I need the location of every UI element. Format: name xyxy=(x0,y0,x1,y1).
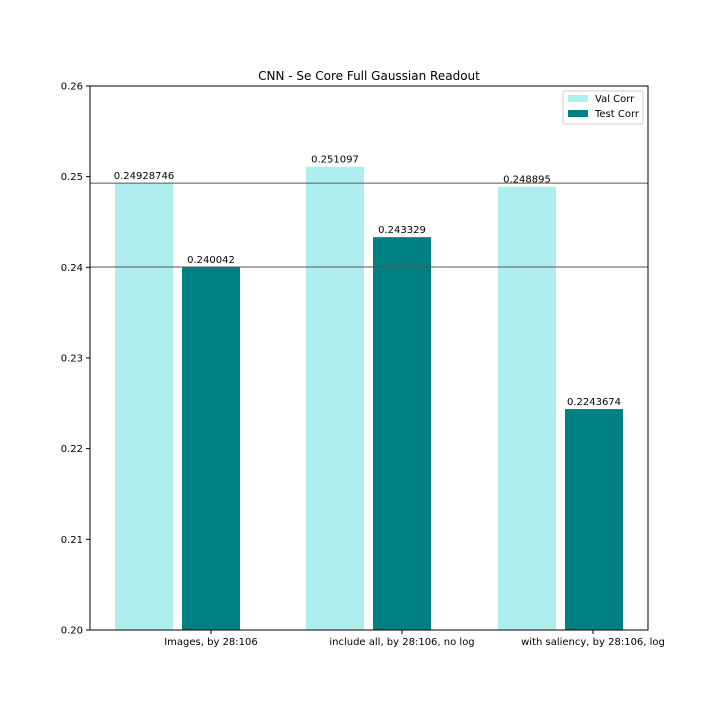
bar-value-label-test-0: 0.240042 xyxy=(187,255,235,266)
bar-value-label-test-2: 0.2243674 xyxy=(567,397,621,408)
reference-lines-group xyxy=(90,182,648,268)
bars-group xyxy=(115,166,623,631)
bar-val-0 xyxy=(115,183,173,631)
y-tick-label-1: 0.21 xyxy=(61,535,83,546)
y-tick-label-6: 0.26 xyxy=(61,82,83,93)
bar-test-1 xyxy=(373,237,431,631)
bar-test-0 xyxy=(182,266,240,630)
y-tick-label-0: 0.20 xyxy=(61,626,83,637)
x-tick-label-0: Images, by 28:106 xyxy=(164,637,258,648)
chart-title: CNN - Se Core Full Gaussian Readout xyxy=(258,69,480,83)
legend-swatch-0 xyxy=(568,95,588,102)
x-tick-label-2: with saliency, by 28:106, log xyxy=(521,637,665,648)
x-tick-label-1: include all, by 28:106, no log xyxy=(329,637,474,648)
legend-label-1: Test Corr xyxy=(594,109,640,120)
bar-labels-group: 0.24928746 0.251097 0.248895 0.240042 0.2433… xyxy=(114,155,621,408)
plot-frame xyxy=(89,85,649,631)
bar-value-label-val-1: 0.251097 xyxy=(311,155,359,166)
y-tick-label-2: 0.22 xyxy=(61,444,83,455)
y-tick-label-5: 0.25 xyxy=(61,172,83,183)
bar-value-label-val-2: 0.248895 xyxy=(503,175,551,186)
y-tick-label-3: 0.23 xyxy=(61,354,83,365)
bar-val-1 xyxy=(306,166,364,631)
legend: Val Corr Test Corr xyxy=(562,90,644,125)
bar-value-label-val-0: 0.24928746 xyxy=(114,171,174,182)
x-axis: Images, by 28:106 include all, by 28:106,… xyxy=(164,630,665,648)
legend-swatch-1 xyxy=(568,110,588,117)
bar-value-label-test-1: 0.243329 xyxy=(378,225,426,236)
bar-test-2 xyxy=(565,409,623,630)
bar-val-2 xyxy=(498,186,556,630)
y-tick-label-4: 0.24 xyxy=(61,263,83,274)
y-axis: 0.20 0.21 0.22 0.23 0.24 0.25 0.26 xyxy=(61,82,90,637)
legend-label-0: Val Corr xyxy=(595,94,635,105)
